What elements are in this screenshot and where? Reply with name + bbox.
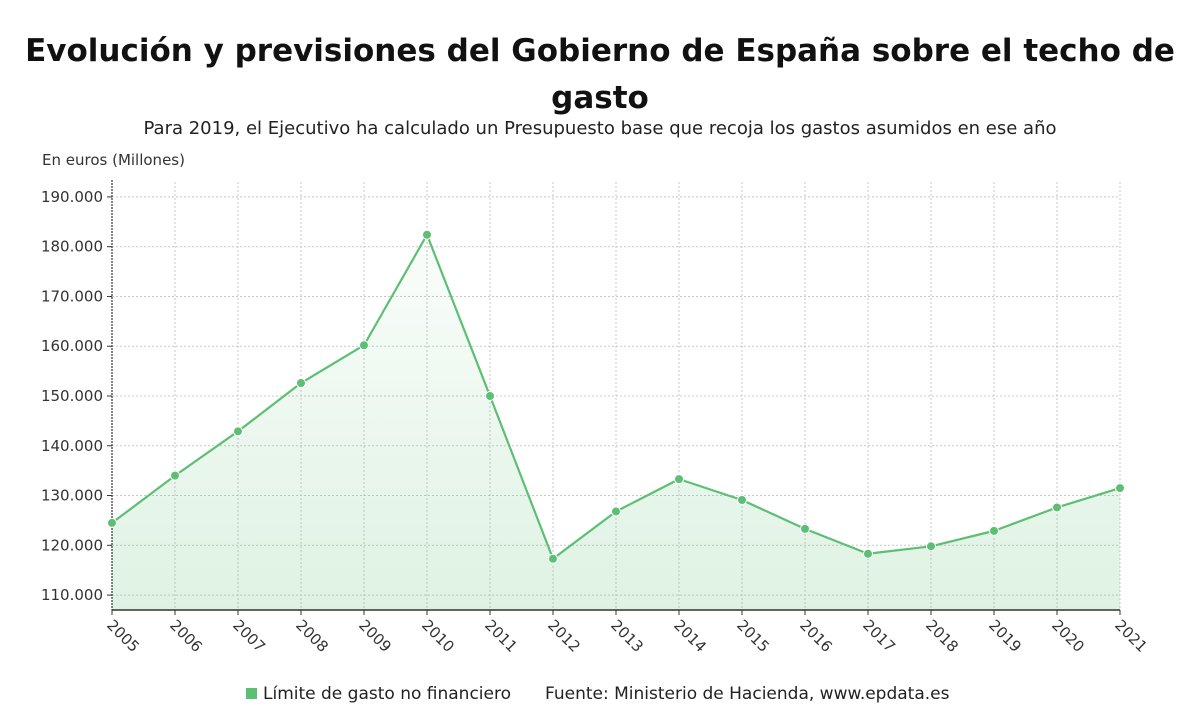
data-point [170,470,180,481]
y-tick-label: 110.000 [41,586,103,604]
x-tick-label: 2010 [418,616,458,656]
x-tick-label: 2015 [733,616,773,656]
y-tick-label: 120.000 [41,536,103,554]
data-point [1052,502,1062,513]
legend-label: Límite de gasto no financiero [263,684,511,704]
data-point [359,340,369,351]
x-tick-label: 2018 [922,616,962,656]
source-text: Fuente: Ministerio de Hacienda, www.epda… [545,684,950,704]
x-tick-label: 2014 [670,616,710,656]
data-point [926,541,936,552]
y-tick-label: 160.000 [41,337,103,355]
y-axis-label: En euros (Millones) [42,151,185,169]
x-tick-label: 2006 [166,616,206,656]
data-point [485,391,495,401]
x-tick-label: 2005 [103,616,143,656]
data-point [1115,483,1125,494]
data-point [422,229,432,240]
data-point [107,517,117,528]
x-tick-label: 2013 [607,616,647,656]
x-tick-label: 2016 [796,616,836,656]
data-point [674,474,684,485]
y-tick-label: 180.000 [41,238,103,256]
y-tick-label: 140.000 [41,437,103,455]
x-tick-label: 2020 [1048,616,1088,656]
data-point [296,378,306,389]
data-point [989,525,999,536]
x-tick-label: 2008 [292,616,332,656]
data-point [611,506,621,517]
x-tick-label: 2009 [355,616,395,656]
data-point [233,426,243,437]
y-tick-label: 190.000 [41,188,103,206]
x-tick-label: 2007 [229,616,269,656]
y-tick-label: 170.000 [41,287,103,305]
y-tick-label: 150.000 [41,387,103,405]
y-tick-label: 130.000 [41,487,103,505]
x-tick-label: 2021 [1111,616,1151,656]
chart-subtitle: Para 2019, el Ejecutivo ha calculado un … [143,118,1057,139]
x-tick-label: 2017 [859,616,899,656]
data-point [800,523,810,534]
axes [107,180,1121,615]
chart-footer: Límite de gasto no financiero Fuente: Min… [246,684,950,704]
series-area [112,234,1120,611]
legend-swatch [246,688,257,699]
data-point [863,548,873,559]
x-tick-label: 2019 [985,616,1025,656]
x-tick-label: 2012 [544,616,584,656]
x-tick-label: 2011 [481,616,521,656]
data-point [737,495,747,506]
data-point [548,553,558,564]
chart-title: Evolución y previsiones del Gobierno de … [25,33,1175,116]
